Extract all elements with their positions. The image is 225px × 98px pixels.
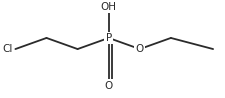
Text: OH: OH [100, 2, 116, 12]
Text: O: O [104, 81, 112, 91]
Text: Cl: Cl [3, 44, 13, 54]
Text: O: O [135, 44, 143, 54]
Text: P: P [105, 33, 111, 43]
